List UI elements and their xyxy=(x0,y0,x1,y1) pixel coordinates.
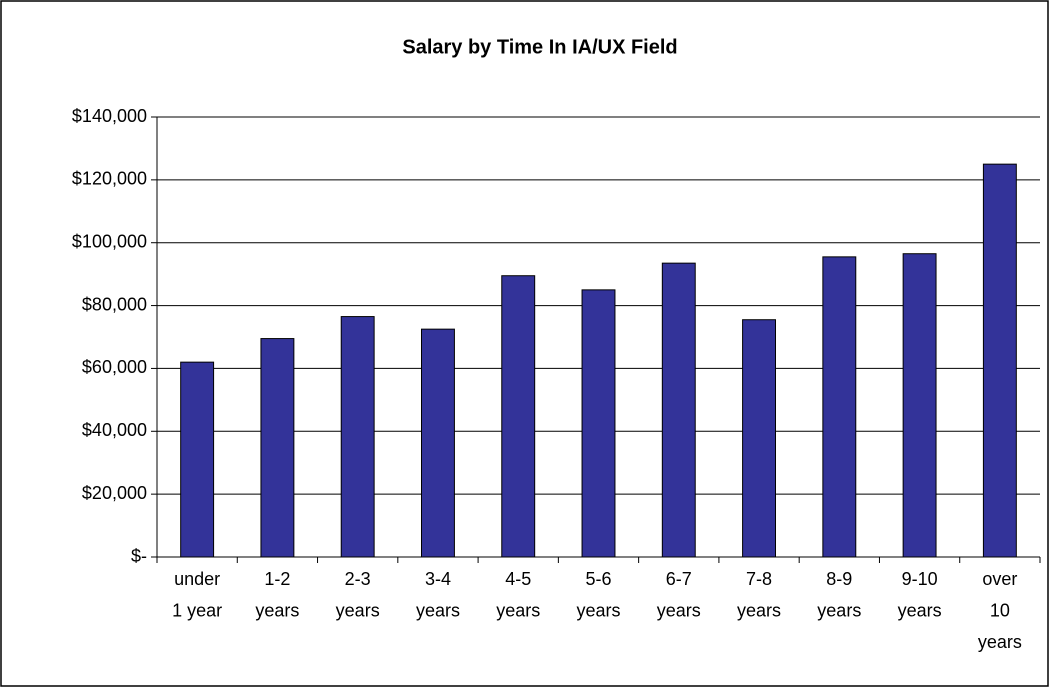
x-tick-label-line: over xyxy=(982,569,1017,589)
x-tick-label: 7-8 years xyxy=(737,569,781,621)
bar xyxy=(982,163,1017,558)
x-tick-label: 3-4 years xyxy=(416,569,460,621)
y-tick-label: $60,000 xyxy=(82,357,147,377)
y-tick-label: $80,000 xyxy=(82,294,147,314)
x-tick-label-line: 4-5 xyxy=(505,569,531,589)
x-tick-label-line: 10 xyxy=(990,600,1010,620)
x-tick-label-line: 9-10 xyxy=(902,569,938,589)
bar xyxy=(902,253,937,558)
bar xyxy=(420,328,455,558)
x-tick-label: under 1 year xyxy=(172,569,222,621)
x-tick-label-line: years xyxy=(898,600,942,620)
y-tick-label: $140,000 xyxy=(72,106,147,126)
x-tick-label: 6-7 years xyxy=(657,569,701,621)
x-tick-label-line: years xyxy=(496,600,540,620)
chart-title: Salary by Time In IA/UX Field xyxy=(402,36,677,58)
bar xyxy=(180,361,215,558)
x-tick-label-line: 8-9 xyxy=(826,569,852,589)
x-tick-label-line: years xyxy=(255,600,299,620)
x-tick-label: 5-6 years xyxy=(576,569,620,621)
bar xyxy=(742,319,777,558)
x-tick-label: over 10 years xyxy=(978,569,1022,652)
y-tick-label: $20,000 xyxy=(82,483,147,503)
x-tick-label-line: years xyxy=(737,600,781,620)
x-tick-label-line: 7-8 xyxy=(746,569,772,589)
x-tick-label-line: years xyxy=(336,600,380,620)
x-tick-label-line: 1-2 xyxy=(264,569,290,589)
x-tick-label: 9-10 years xyxy=(898,569,942,621)
x-tick-label: 1-2 years xyxy=(255,569,299,621)
y-tick-label: $- xyxy=(131,546,147,566)
x-tick-label-line: under xyxy=(174,569,220,589)
x-tick-label-line: years xyxy=(416,600,460,620)
x-tick-label-line: years xyxy=(657,600,701,620)
bar xyxy=(260,338,295,558)
bar xyxy=(501,275,536,558)
x-tick-label: 2-3 years xyxy=(336,569,380,621)
x-tick-label-line: 2-3 xyxy=(345,569,371,589)
x-tick-label-line: 1 year xyxy=(172,600,222,620)
x-tick-label: 4-5 years xyxy=(496,569,540,621)
y-tick-label: $100,000 xyxy=(72,231,147,251)
x-tick-label: 8-9 years xyxy=(817,569,861,621)
x-tick-label-line: years xyxy=(978,632,1022,652)
x-tick-label-line: 3-4 xyxy=(425,569,451,589)
bar xyxy=(340,316,375,558)
x-tick-label-line: 5-6 xyxy=(585,569,611,589)
x-tick-label-line: 6-7 xyxy=(666,569,692,589)
x-tick-label-line: years xyxy=(576,600,620,620)
bar xyxy=(822,256,857,558)
bar xyxy=(581,289,616,558)
y-tick-label: $40,000 xyxy=(82,420,147,440)
bar xyxy=(661,262,696,558)
x-tick-label-line: years xyxy=(817,600,861,620)
y-tick-label: $120,000 xyxy=(72,169,147,189)
